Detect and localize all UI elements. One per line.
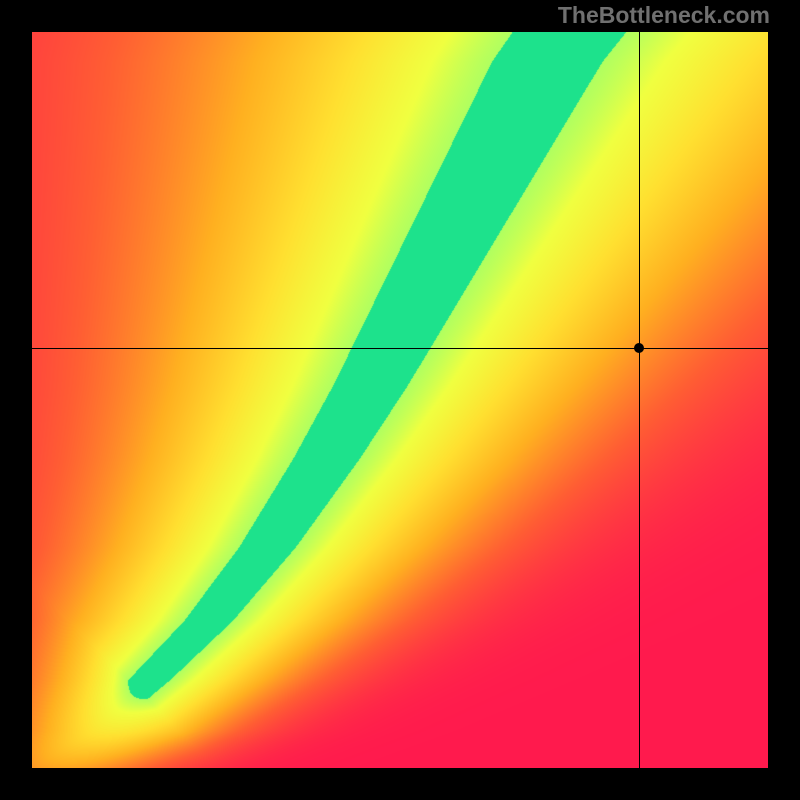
chart-container: TheBottleneck.com [0, 0, 800, 800]
crosshair-vertical-line [639, 32, 640, 768]
watermark-text: TheBottleneck.com [558, 2, 770, 29]
bottleneck-heatmap [32, 32, 768, 768]
crosshair-horizontal-line [32, 348, 768, 349]
